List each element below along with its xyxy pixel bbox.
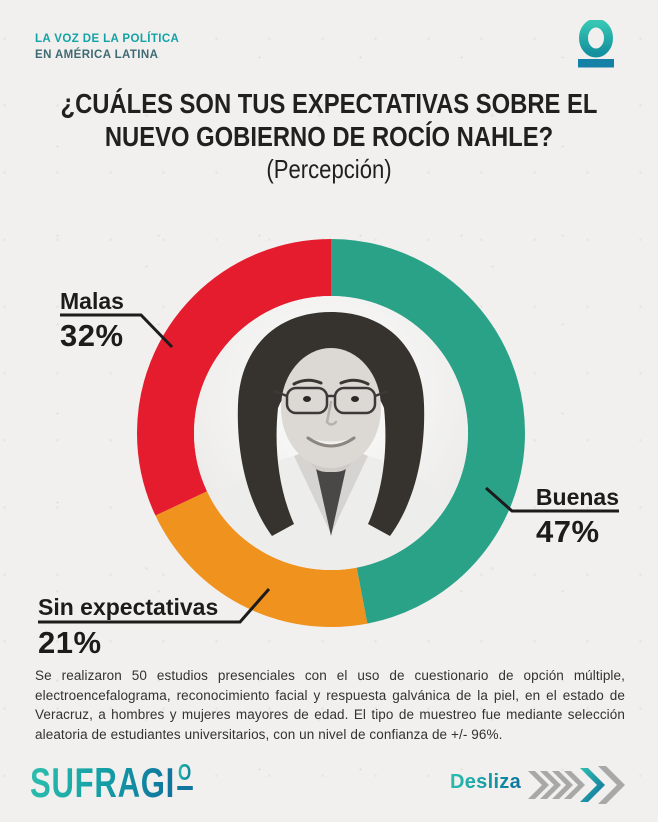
leader-line-buenas [485,486,619,513]
chevron-icon [540,771,561,799]
callout-label-sin-expectativas: Sin expectativas [38,594,219,620]
chevron-icon-accent [580,768,605,802]
swipe-label[interactable]: Desliza [450,771,522,793]
leader-line-malas [60,313,174,349]
callout-value-sin-expectativas: 21% [38,625,102,660]
donut-segment-sin-expectativas [137,239,525,627]
swipe-chevrons-icon[interactable] [528,763,632,807]
title-line-1: ¿CUÁLES SON TUS EXPECTATIVAS SOBRE EL [60,88,598,119]
header-tagline: LA VOZ DE LA POLÍTICA EN AMÉRICA LATINA [35,31,179,63]
leader-line-sin-expectativas [38,588,271,624]
tagline-line-2: EN AMÉRICA LATINA [35,49,159,61]
title-subtitle: (Percepción) [266,154,392,184]
sufragio-logo-text: SUFRAGI [30,759,176,806]
brand-o-logo [574,18,618,75]
donut-segment-malas [137,239,525,627]
donut-ring [137,239,525,627]
callout-value-buenas: 47% [536,514,600,549]
callout-label-buenas: Buenas [535,484,619,510]
chevron-icon [528,771,549,799]
sufragio-logo-small-o: O [177,761,193,790]
callout-label-malas: Malas [60,288,124,314]
chevron-icon [552,771,573,799]
underlined-o-icon [578,18,614,68]
tagline-line-1: LA VOZ DE LA POLÍTICA [35,33,180,45]
chevron-icon [564,771,585,799]
title-line-2: NUEVO GOBIERNO DE ROCÍO NAHLE? [104,121,554,152]
callout-value-malas: 32% [60,318,124,353]
poll-title: ¿CUÁLES SON TUS EXPECTATIVAS SOBRE EL NU… [0,87,658,185]
chevron-icon [598,766,625,804]
sufragio-logo: SUFRAGI O [30,761,193,805]
methodology-text: Se realizaron 50 estudios presenciales c… [35,668,625,742]
